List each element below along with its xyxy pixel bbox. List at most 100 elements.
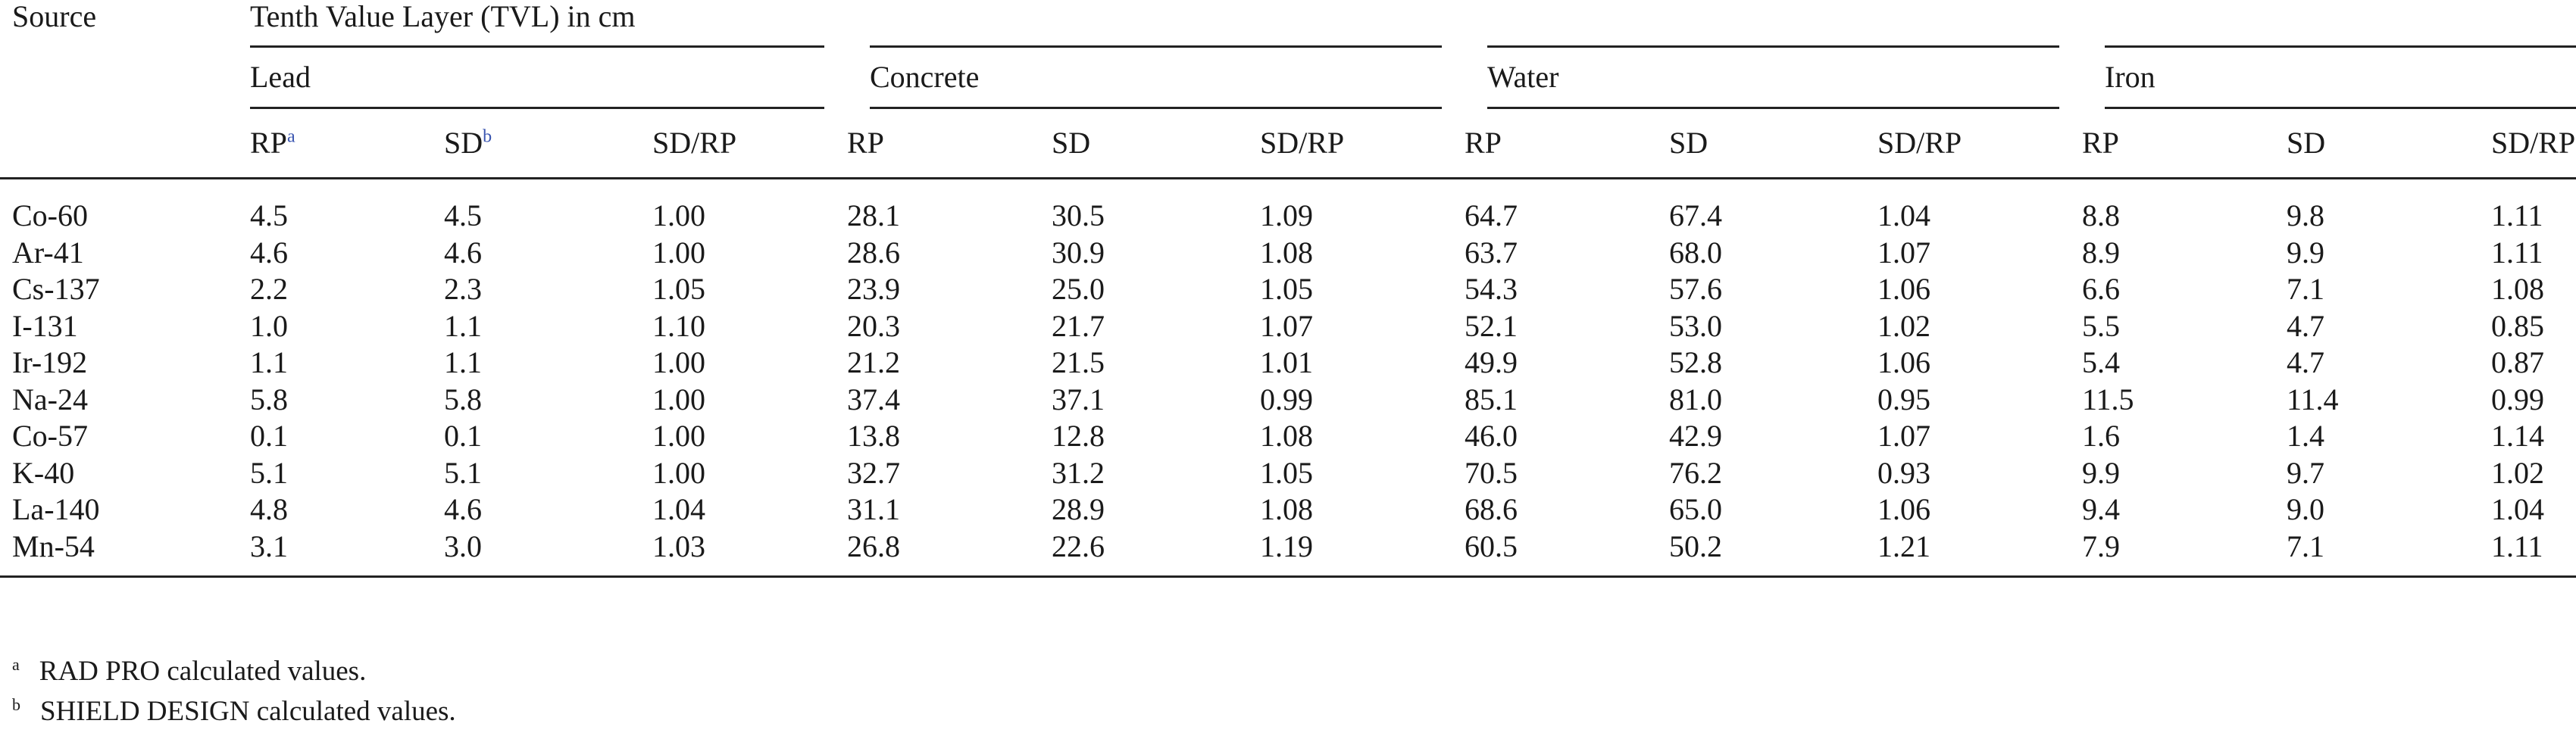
iron-ratio-cell: 1.11 xyxy=(2491,528,2576,578)
lead-ratio-cell: 1.00 xyxy=(652,345,705,380)
subheader-lead-ratio: SD/RP xyxy=(652,108,847,179)
iron-sd-cell: 9.8 xyxy=(2287,198,2324,233)
concrete-sd-cell: 22.6 xyxy=(1052,528,1260,578)
water-ratio-cell: 1.21 xyxy=(1877,528,2082,578)
iron-rp-cell: 8.8 xyxy=(2082,198,2120,233)
lead-rp-cell: 1.0 xyxy=(250,308,288,343)
concrete-ratio-cell: 1.05 xyxy=(1260,272,1313,307)
subheader-water-sd: SD xyxy=(1669,108,1877,179)
concrete-ratio-cell: 1.08 xyxy=(1260,419,1313,454)
lead-ratio-cell: 1.10 xyxy=(652,308,705,343)
lead-sd-cell: 3.0 xyxy=(444,528,652,578)
source-cell: Ir-192 xyxy=(12,345,88,380)
source-cell: Mn-54 xyxy=(0,528,250,578)
group-header-concrete: Concrete xyxy=(824,46,1465,109)
water-sd-cell: 50.2 xyxy=(1669,528,1877,578)
water-sd-cell: 68.0 xyxy=(1669,235,1722,270)
lead-rp-cell: 4.5 xyxy=(250,198,288,233)
iron-sd-cell: 7.1 xyxy=(2287,528,2491,578)
lead-sd-cell: 1.1 xyxy=(444,308,482,343)
concrete-ratio-cell: 1.01 xyxy=(1260,345,1313,380)
tvl-table: Source Tenth Value Layer (TVL) in cm Lea… xyxy=(0,0,2576,578)
water-ratio-cell: 1.02 xyxy=(1877,308,1930,343)
lead-ratio-cell: 1.00 xyxy=(652,419,705,454)
iron-rp-cell: 7.9 xyxy=(2082,528,2287,578)
source-cell: Co-57 xyxy=(12,419,88,454)
water-sd-cell: 65.0 xyxy=(1669,492,1722,527)
source-cell: Na-24 xyxy=(12,382,88,416)
subheader-concrete-ratio: SD/RP xyxy=(1260,108,1465,179)
iron-sd-cell: 4.7 xyxy=(2287,345,2324,380)
water-rp-cell: 52.1 xyxy=(1465,308,1518,343)
iron-sd-cell: 7.1 xyxy=(2287,272,2324,307)
subheader-concrete-rp: RP xyxy=(847,108,1052,179)
iron-sd-cell: 4.7 xyxy=(2287,308,2324,343)
water-ratio-cell: 0.93 xyxy=(1877,455,1930,490)
lead-sd-cell: 5.1 xyxy=(444,455,482,490)
water-ratio-cell: 1.06 xyxy=(1877,272,1930,307)
iron-rp-cell: 9.9 xyxy=(2082,455,2120,490)
table-title: Tenth Value Layer (TVL) in cm xyxy=(250,0,2576,48)
concrete-ratio-cell: 0.99 xyxy=(1260,382,1313,416)
concrete-rp-cell: 13.8 xyxy=(847,419,900,454)
subheader-iron-ratio: SD/RP xyxy=(2491,108,2576,179)
concrete-rp-cell: 28.6 xyxy=(847,235,900,270)
subheader-concrete-sd: SD xyxy=(1052,108,1260,179)
concrete-ratio-cell: 1.07 xyxy=(1260,308,1313,343)
concrete-rp-cell: 23.9 xyxy=(847,272,900,307)
iron-rp-cell: 1.6 xyxy=(2082,419,2120,454)
group-header-water: Water xyxy=(1442,46,2082,109)
lead-ratio-cell: 1.00 xyxy=(652,198,705,233)
water-sd-cell: 42.9 xyxy=(1669,419,1722,454)
water-sd-cell: 53.0 xyxy=(1669,308,1722,343)
water-ratio-cell: 1.07 xyxy=(1877,419,1930,454)
water-rp-cell: 64.7 xyxy=(1465,198,1518,233)
concrete-rp-cell: 32.7 xyxy=(847,455,900,490)
concrete-rp-cell: 26.8 xyxy=(847,528,1052,578)
water-sd-cell: 57.6 xyxy=(1669,272,1722,307)
water-ratio-cell: 1.07 xyxy=(1877,235,1930,270)
iron-ratio-cell: 1.11 xyxy=(2491,198,2543,233)
lead-sd-cell: 2.3 xyxy=(444,272,482,307)
subheader-lead-sd: SDb xyxy=(444,108,652,179)
water-ratio-cell: 1.06 xyxy=(1877,345,1930,380)
concrete-rp-cell: 21.2 xyxy=(847,345,900,380)
water-sd-cell: 81.0 xyxy=(1669,382,1722,416)
group-header-lead: Lead xyxy=(250,46,847,109)
table-row: Na-24 5.8 5.8 1.00 37.4 37.1 0.99 85.1 81.0 0.95 1… xyxy=(0,382,2576,419)
lead-rp-cell: 3.1 xyxy=(250,528,444,578)
source-cell: La-140 xyxy=(12,492,100,527)
table-row: Co-57 0.1 0.1 1.00 13.8 12.8 1.08 46.0 42.9 1.07 1… xyxy=(0,418,2576,455)
water-rp-cell: 54.3 xyxy=(1465,272,1518,307)
lead-ratio-cell: 1.00 xyxy=(652,455,705,490)
lead-rp-cell: 1.1 xyxy=(250,345,288,380)
table-row: Ar-41 4.6 4.6 1.00 28.6 30.9 1.08 63.7 68.0 1.07 8… xyxy=(0,235,2576,272)
subheader-water-rp: RP xyxy=(1465,108,1669,179)
water-rp-cell: 63.7 xyxy=(1465,235,1518,270)
water-ratio-cell: 1.06 xyxy=(1877,492,1930,527)
water-rp-cell: 85.1 xyxy=(1465,382,1518,416)
water-ratio-cell: 0.95 xyxy=(1877,382,1930,416)
water-rp-cell: 49.9 xyxy=(1465,345,1518,380)
lead-sd-cell: 4.6 xyxy=(444,492,482,527)
lead-rp-cell: 2.2 xyxy=(250,272,288,307)
table-row: Co-60 4.5 4.5 1.00 28.1 30.5 1.09 64.7 67.4 1.04 8… xyxy=(0,179,2576,235)
concrete-sd-cell: 28.9 xyxy=(1052,492,1105,527)
table-row: Cs-137 2.2 2.3 1.05 23.9 25.0 1.05 54.3 57.6 1.06… xyxy=(0,271,2576,308)
iron-ratio-cell: 1.11 xyxy=(2491,235,2543,270)
source-cell: I-131 xyxy=(12,308,78,343)
water-sd-cell: 76.2 xyxy=(1669,455,1722,490)
footnote-mark-b: b xyxy=(483,126,492,147)
concrete-sd-cell: 12.8 xyxy=(1052,419,1105,454)
tvl-table-body: Co-60 4.5 4.5 1.00 28.1 30.5 1.09 64.7 67.4 1.04 8… xyxy=(0,179,2576,578)
group-header-iron: Iron xyxy=(2059,46,2576,109)
lead-rp-cell: 5.1 xyxy=(250,455,288,490)
iron-rp-cell: 5.4 xyxy=(2082,345,2120,380)
iron-sd-cell: 9.7 xyxy=(2287,455,2324,490)
concrete-ratio-cell: 1.08 xyxy=(1260,235,1313,270)
table-row: I-131 1.0 1.1 1.10 20.3 21.7 1.07 52.1 53.0 1.02 5… xyxy=(0,308,2576,345)
concrete-ratio-cell: 1.05 xyxy=(1260,455,1313,490)
iron-sd-cell: 1.4 xyxy=(2287,419,2324,454)
lead-ratio-cell: 1.00 xyxy=(652,235,705,270)
